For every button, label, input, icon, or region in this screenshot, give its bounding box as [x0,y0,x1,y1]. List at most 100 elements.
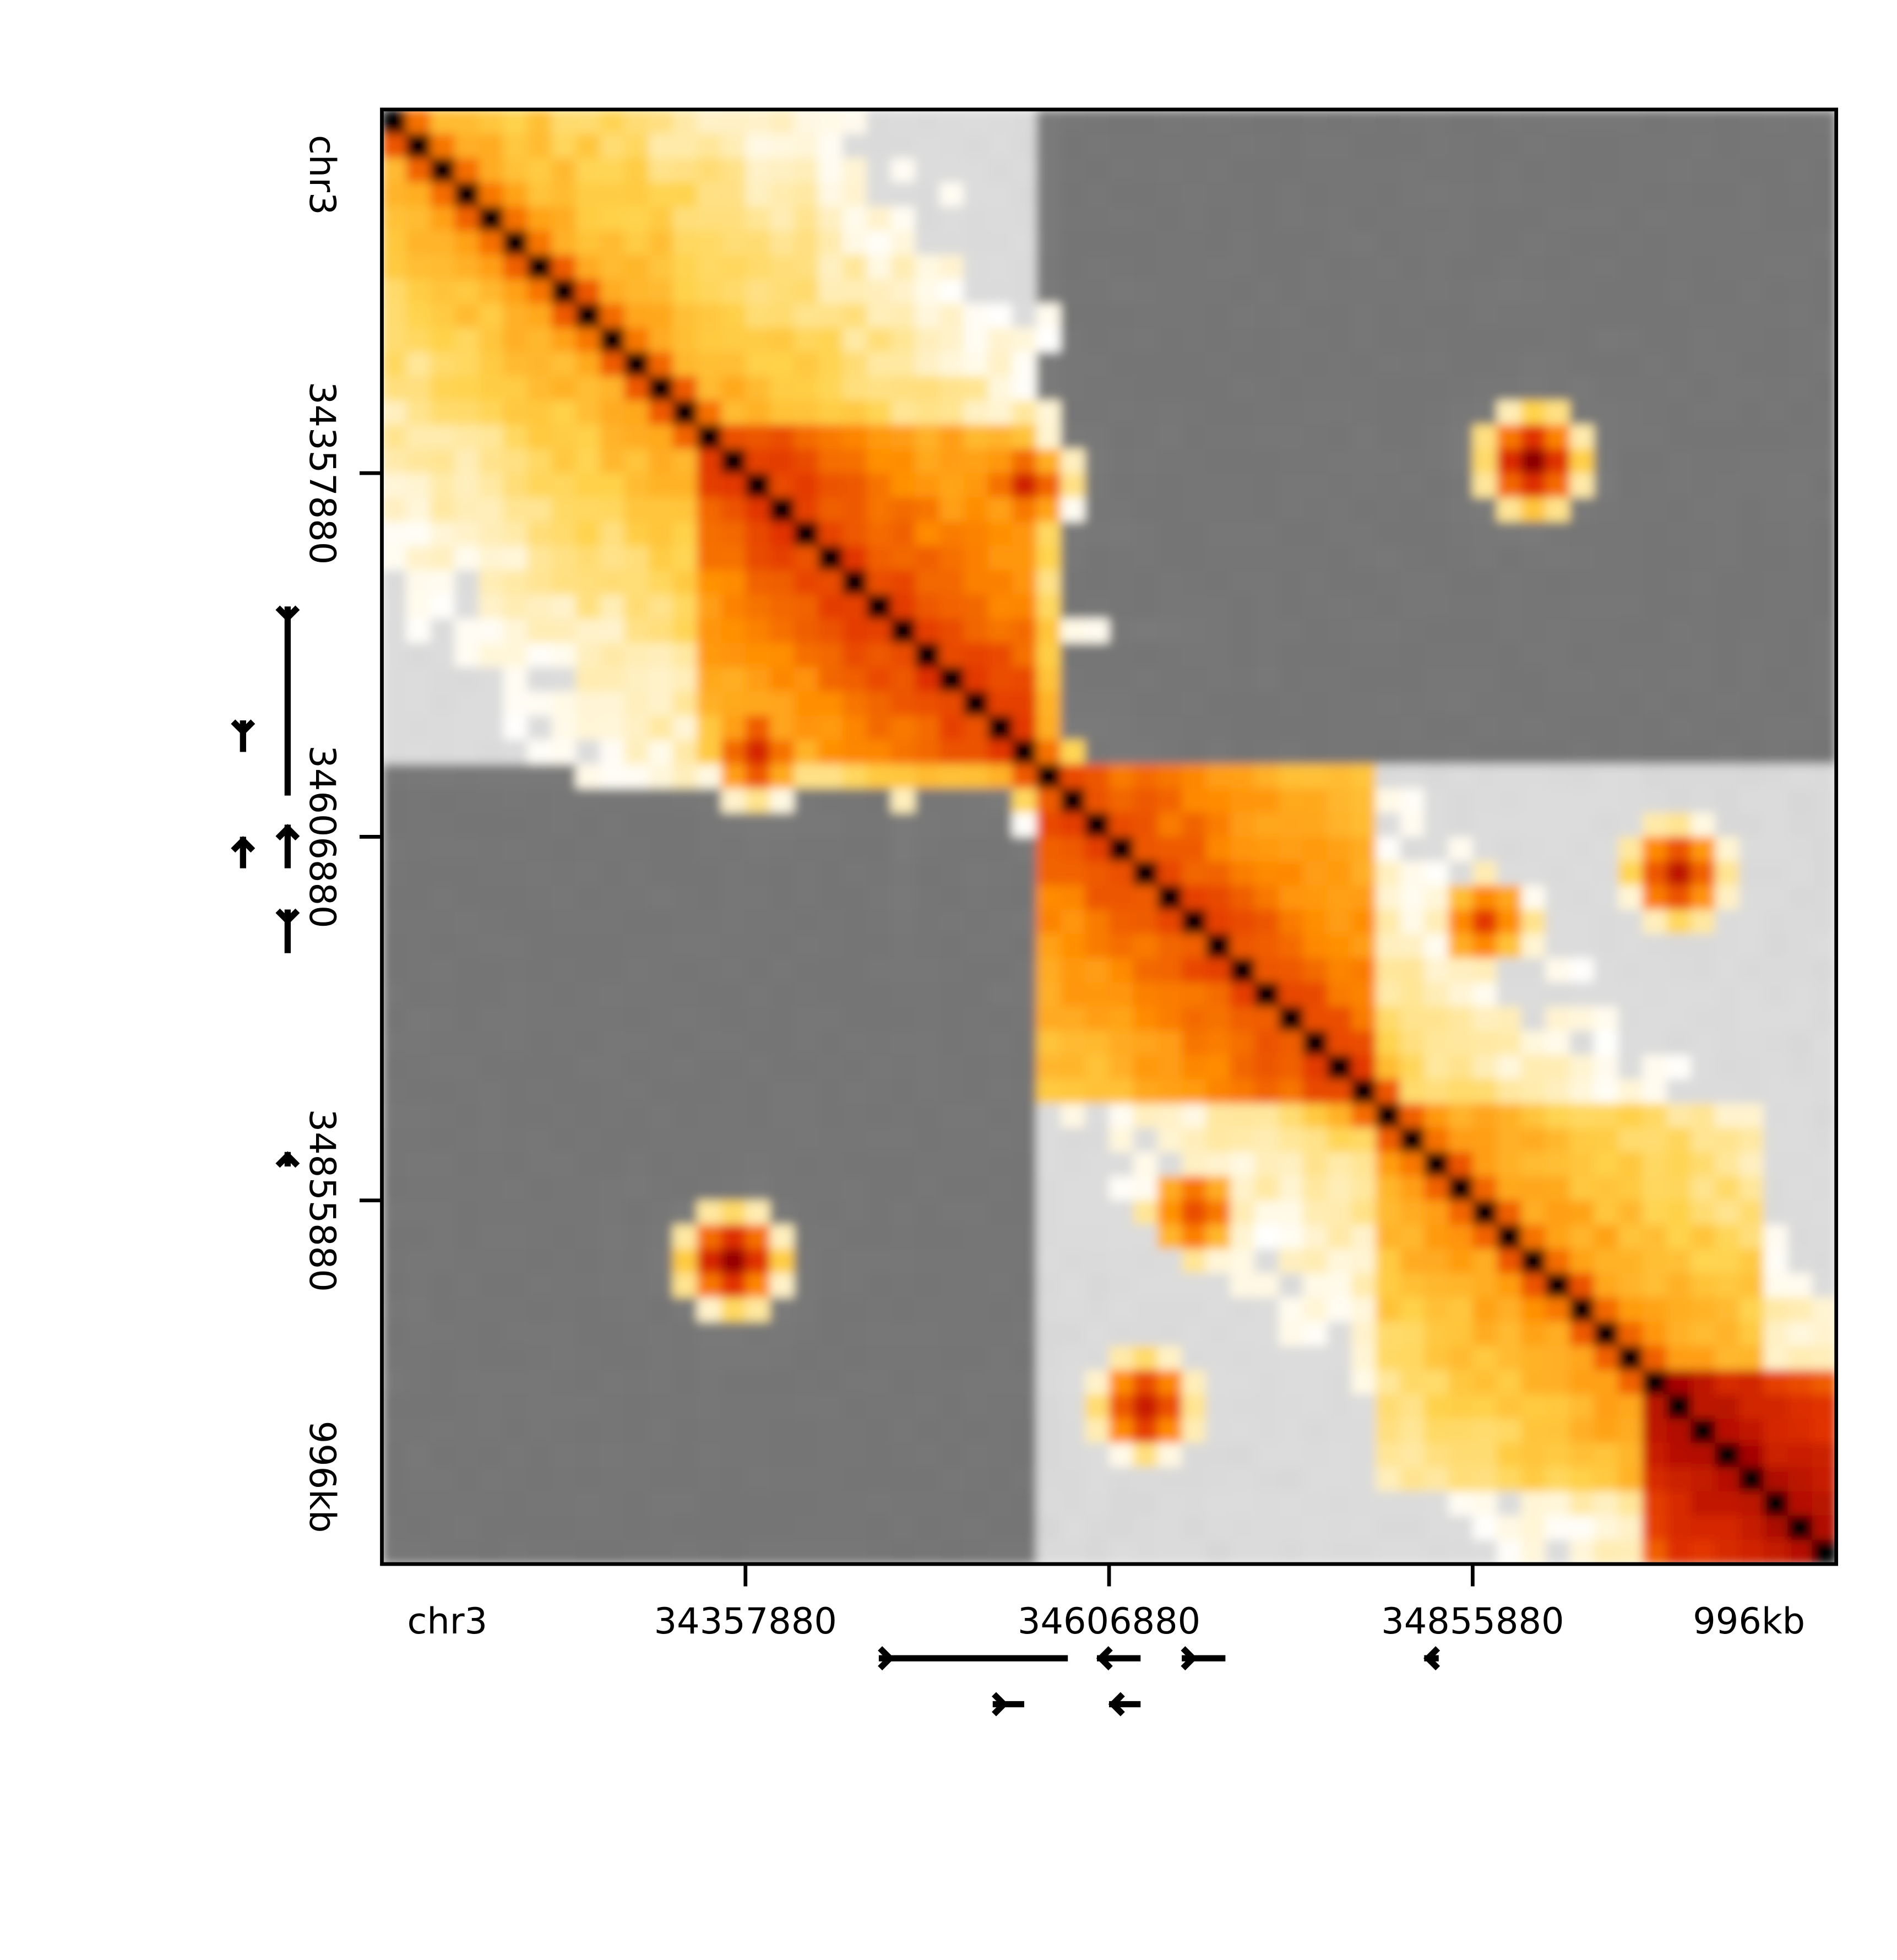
heatmap-cell [479,230,504,256]
heatmap-cell [866,1103,892,1129]
heatmap-cell [1351,1224,1377,1250]
heatmap-cell [1497,1491,1522,1517]
heatmap-cell [1351,1491,1377,1517]
heatmap-cell [1327,1055,1352,1080]
heatmap-cell [1787,1394,1813,1420]
heatmap-cell [793,1370,819,1396]
heatmap-cell [1206,958,1231,983]
heatmap-cell [1376,352,1401,377]
heatmap-cell [1230,1006,1255,1031]
heatmap-cell [818,909,844,935]
heatmap-cell [1085,570,1110,595]
heatmap-cell [697,1152,722,1177]
heatmap-cell [1521,1127,1546,1153]
heatmap-cell [1787,1176,1813,1202]
heatmap-cell [1448,1176,1474,1202]
heatmap-cell [1472,158,1498,183]
heatmap-cell [1279,1176,1304,1202]
heatmap-cell [600,1103,626,1129]
heatmap-cell [697,740,722,765]
heatmap-cell [527,933,552,959]
heatmap-cell [672,522,698,547]
heatmap-cell [1691,497,1716,523]
heatmap-cell [1521,885,1546,910]
heatmap-cell [503,982,528,1007]
heatmap-cell [406,1418,431,1444]
heatmap-cell [382,109,407,135]
heatmap-cell [600,1152,626,1177]
heatmap-cell [1230,279,1255,305]
heatmap-cell [527,861,552,886]
heatmap-cell [1691,1248,1716,1274]
heatmap-cell [1254,352,1280,377]
heatmap-cell [1739,400,1764,426]
heatmap-cell [600,546,626,571]
heatmap-cell [1448,1467,1474,1492]
heatmap-cell [721,1540,747,1565]
heatmap-cell [454,958,480,983]
heatmap-cell [575,1442,601,1468]
heatmap-cell [1279,279,1304,305]
heatmap-cell [1545,1006,1570,1031]
heatmap-cell [1400,1152,1425,1177]
heatmap-cell [551,691,577,716]
heatmap-cell [963,1515,989,1541]
heatmap-cell [1715,1491,1740,1517]
heatmap-cell [1036,1006,1062,1031]
heatmap-cell [1642,1273,1667,1299]
heatmap-cell [1376,643,1401,668]
heatmap-cell [1666,279,1692,305]
heatmap-cell [1497,1394,1522,1420]
heatmap-cell [1448,691,1474,716]
heatmap-cell [1594,1273,1619,1299]
heatmap-cell [769,1540,795,1565]
heatmap-cell [1472,764,1498,789]
heatmap-cell [1448,497,1474,523]
heatmap-cell [721,230,747,256]
heatmap-cell [793,1273,819,1299]
heatmap-cell [1569,643,1595,668]
heatmap-cell [818,837,844,862]
heatmap-cell [648,1321,674,1347]
heatmap-cell [1448,1540,1474,1565]
heatmap-cell [1691,230,1716,256]
heatmap-cell [479,1079,504,1105]
heatmap-cell [1569,352,1595,377]
heatmap-cell [1012,1006,1037,1031]
heatmap-cell [1230,1030,1255,1056]
heatmap-cell [1763,837,1789,862]
heatmap-cell [769,1345,795,1371]
heatmap-cell [1182,254,1207,280]
heatmap-cell [624,691,650,716]
heatmap-cell [430,1515,455,1541]
heatmap-cell [527,764,552,789]
heatmap-cell [1230,546,1255,571]
heatmap-cell [1787,1418,1813,1444]
heatmap-cell [1254,885,1280,910]
heatmap-cell [818,1248,844,1274]
heatmap-cell [1206,1321,1231,1347]
heatmap-cell [527,715,552,741]
heatmap-cell [939,667,965,692]
heatmap-cell [1812,1055,1836,1080]
heatmap-cell [1133,1442,1159,1468]
heatmap-cell [672,1176,698,1202]
heatmap-cell [1472,1273,1498,1299]
heatmap-cell [1812,254,1836,280]
heatmap-cell [1569,400,1595,426]
heatmap-cell [842,1176,868,1202]
heatmap-cell [527,1055,552,1080]
heatmap-cell [1691,885,1716,910]
heatmap-cell [721,691,747,716]
heatmap-cell [600,1491,626,1517]
heatmap-cell [1812,861,1836,886]
heatmap-cell [1787,206,1813,232]
heatmap-cell [793,570,819,595]
heatmap-cell [406,1103,431,1129]
heatmap-cell [793,206,819,232]
heatmap-cell [818,279,844,305]
heatmap-cell [1327,764,1352,789]
heatmap-cell [963,376,989,401]
heatmap-cell [1230,158,1255,183]
heatmap-cell [1666,1418,1692,1444]
